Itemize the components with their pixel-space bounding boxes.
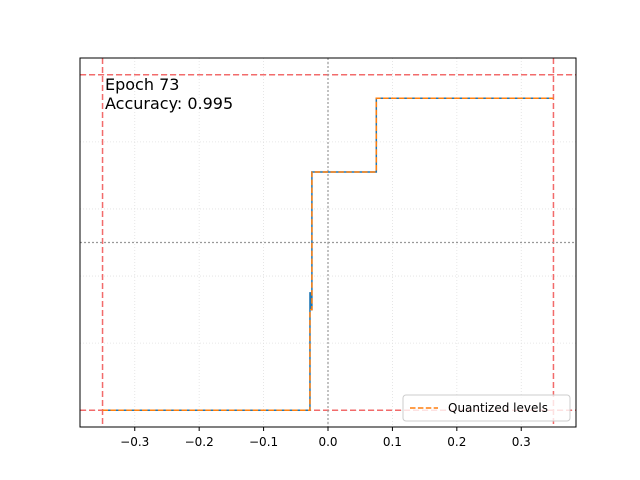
series-lines [102, 97, 554, 411]
series-line-quantized-levels [102, 97, 554, 411]
x-tick-label-1: −0.2 [185, 435, 214, 449]
accuracy-annotation: Accuracy: 0.995 [105, 94, 233, 113]
x-tick-label-3: 0.0 [318, 435, 337, 449]
x-tick-label-4: 0.1 [383, 435, 402, 449]
x-axis-ticks: −0.3 −0.2 −0.1 0.0 0.1 0.2 0.3 [120, 427, 531, 449]
legend-label-quantized-levels: Quantized levels [448, 401, 548, 415]
x-tick-label-5: 0.2 [447, 435, 466, 449]
legend-box [402, 394, 571, 422]
epoch-annotation: Epoch 73 [105, 75, 179, 94]
x-tick-label-2: −0.1 [249, 435, 278, 449]
x-tick-label-6: 0.3 [512, 435, 531, 449]
legend: Quantized levels [402, 394, 571, 422]
x-tick-label-0: −0.3 [120, 435, 149, 449]
